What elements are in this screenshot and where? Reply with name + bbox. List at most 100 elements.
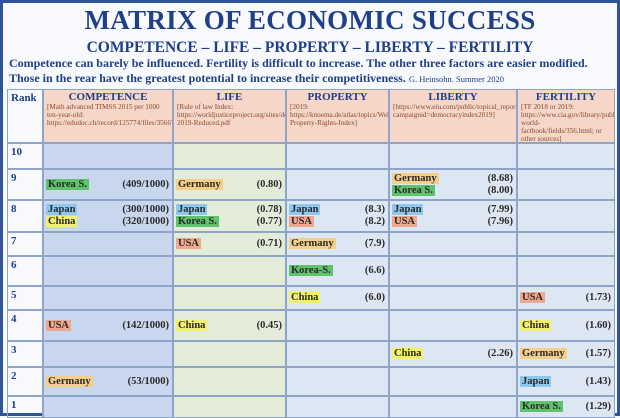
column-title: PROPERTY <box>307 91 368 103</box>
country-name: USA <box>46 320 72 331</box>
column-header-property: PROPERTY [2019: https://knoema.de/atlas/t… <box>286 89 389 143</box>
country-name: USA <box>392 216 418 227</box>
country-entry: Germany (8.68) <box>392 173 513 185</box>
matrix-cell-fertility: Korea S. (1.29) <box>517 396 615 418</box>
matrix-cell-liberty <box>389 396 517 418</box>
country-entry: China (6.0) <box>289 292 385 304</box>
country-entry: Japan (7.99) <box>392 204 513 216</box>
country-entry: Germany (0.80) <box>176 179 282 191</box>
matrix-cell-life <box>173 143 286 169</box>
country-name: USA <box>176 238 202 249</box>
matrix-cell-competence: Japan (300/1000) China (320/1000) <box>43 200 173 232</box>
matrix-cell-life <box>173 286 286 310</box>
matrix-cell-life: USA (0.71) <box>173 232 286 256</box>
rank-cell: 9 <box>7 169 43 200</box>
matrix-cell-life <box>173 367 286 396</box>
country-value: (2.26) <box>487 348 513 359</box>
column-title: LIBERTY <box>428 91 478 103</box>
country-value: (53/1000) <box>127 376 169 387</box>
country-name: Japan <box>176 204 208 215</box>
country-entry: China (0.45) <box>176 320 282 332</box>
country-value: (0.78) <box>256 204 282 215</box>
page-subtitle: COMPETENCE – LIFE – PROPERTY – LIBERTY –… <box>86 39 534 56</box>
matrix-cell-liberty: China (2.26) <box>389 341 517 367</box>
column-title: COMPETENCE <box>68 91 148 103</box>
country-name: Japan <box>289 204 321 215</box>
country-name: Korea S. <box>176 216 219 227</box>
rank-cell: 1 <box>7 396 43 418</box>
country-name: Japan <box>46 204 78 215</box>
description-text: Competence can barely be influenced. Fer… <box>9 56 588 85</box>
country-value: (409/1000) <box>122 179 169 190</box>
column-header-life: LIFE [Rule of law Index: https://worldjus… <box>173 89 286 143</box>
author-credit: G. Heinsohn. Summer 2020 <box>408 74 504 84</box>
column-header-competence: COMPETENCE [Math advanced TIMSS 2015 per … <box>43 89 173 143</box>
rank-cell: 5 <box>7 286 43 310</box>
country-entry: Japan (1.43) <box>520 376 611 388</box>
country-name: China <box>46 216 78 227</box>
matrix-cell-competence <box>43 286 173 310</box>
country-name: China <box>176 320 208 331</box>
country-entry: USA (8.2) <box>289 216 385 228</box>
country-value: (0.80) <box>256 179 282 190</box>
country-name: Korea S. <box>46 179 89 190</box>
matrix-cell-fertility <box>517 143 615 169</box>
country-name: Germany <box>46 376 93 387</box>
country-value: (6.6) <box>364 265 385 276</box>
country-entry: Korea S. (0.77) <box>176 216 282 228</box>
country-value: (1.73) <box>585 292 611 303</box>
country-entry: China (1.60) <box>520 320 611 332</box>
matrix-cell-fertility: Japan (1.43) <box>517 367 615 396</box>
country-entry: Japan (300/1000) <box>46 204 169 216</box>
country-name: Korea-S. <box>289 265 333 276</box>
country-value: (1.29) <box>585 401 611 412</box>
matrix-cell-life: Japan (0.78) Korea S. (0.77) <box>173 200 286 232</box>
column-source: [Math advanced TIMSS 2015 per 1000 ten-y… <box>47 103 172 127</box>
country-name: USA <box>289 216 315 227</box>
country-entry: Germany (1.57) <box>520 348 611 360</box>
rank-cell: 7 <box>7 232 43 256</box>
matrix-cell-property <box>286 341 389 367</box>
country-entry: China (2.26) <box>392 348 513 360</box>
rank-header: Rank <box>7 89 43 143</box>
matrix-cell-competence <box>43 341 173 367</box>
country-entry: USA (0.71) <box>176 238 282 250</box>
country-value: (8.3) <box>364 204 385 215</box>
country-entry: China (320/1000) <box>46 216 169 228</box>
column-header-liberty: LIBERTY [https://www.eiu.com/public/topic… <box>389 89 517 143</box>
country-entry: Korea-S. (6.6) <box>289 265 385 277</box>
country-value: (0.45) <box>256 320 282 331</box>
matrix-cell-competence: Korea S. (409/1000) <box>43 169 173 200</box>
matrix-cell-property <box>286 143 389 169</box>
country-name: Korea S. <box>520 401 563 412</box>
rank-cell: 2 <box>7 367 43 396</box>
rank-cell: 8 <box>7 200 43 232</box>
matrix-cell-fertility <box>517 200 615 232</box>
column-title: FERTILITY <box>535 91 597 103</box>
matrix-cell-fertility: China (1.60) <box>517 310 615 341</box>
matrix-cell-liberty: Japan (7.99) USA (7.96) <box>389 200 517 232</box>
country-entry: Japan (8.3) <box>289 204 385 216</box>
column-source: [TF 2018 or 2019: https://www.cia.gov/li… <box>521 103 615 143</box>
country-entry: USA (1.73) <box>520 292 611 304</box>
matrix-cell-liberty: Germany (8.68) Korea S. (8.00) <box>389 169 517 200</box>
matrix-cell-competence <box>43 256 173 286</box>
country-entry: Korea S. (8.00) <box>392 185 513 197</box>
country-value: (7.96) <box>487 216 513 227</box>
country-value: (6.0) <box>364 292 385 303</box>
matrix-cell-liberty <box>389 310 517 341</box>
column-title: LIFE <box>216 91 243 103</box>
country-value: (8.2) <box>364 216 385 227</box>
matrix-cell-liberty <box>389 286 517 310</box>
country-entry: Japan (0.78) <box>176 204 282 216</box>
country-value: (0.71) <box>256 238 282 249</box>
matrix-cell-liberty <box>389 232 517 256</box>
column-source: [https://www.eiu.com/public/topical_repo… <box>393 103 516 119</box>
matrix-cell-property <box>286 310 389 341</box>
country-entry: USA (142/1000) <box>46 320 169 332</box>
rank-cell: 4 <box>7 310 43 341</box>
country-name: Japan <box>520 376 552 387</box>
matrix-cell-competence <box>43 396 173 418</box>
country-value: (8.68) <box>487 173 513 184</box>
rank-cell: 6 <box>7 256 43 286</box>
